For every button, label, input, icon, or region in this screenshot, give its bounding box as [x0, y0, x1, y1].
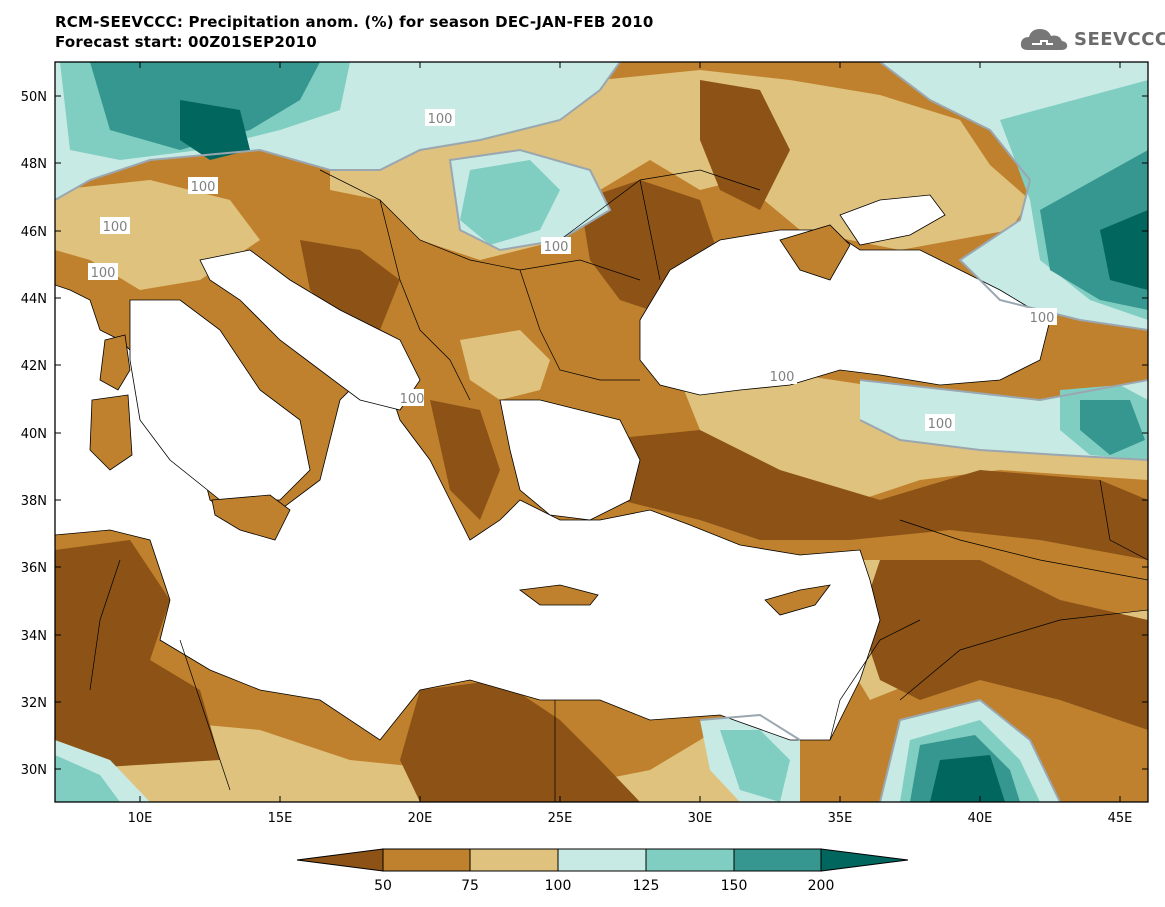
colorbar-125-150 — [645, 848, 735, 872]
colorbar-label: 200 — [808, 878, 835, 894]
colorbar-150-200 — [733, 848, 822, 872]
country-borders — [89, 169, 1148, 802]
lat-label: 50N — [21, 90, 47, 105]
latitude-ticks — [55, 95, 1148, 770]
lat-label: 36N — [21, 561, 47, 576]
title-line-2: Forecast start: 00Z01SEP2010 — [55, 33, 317, 51]
colorbar-label: 150 — [721, 878, 748, 894]
lon-label: 10E — [128, 811, 153, 826]
sea-tyrrhenian — [129, 299, 311, 501]
contour-label: 100 — [191, 180, 216, 195]
island-corsica — [99, 334, 131, 391]
band-125-150-egypt — [720, 730, 790, 802]
band-75-100-nafrica — [55, 690, 740, 802]
map-frame — [54, 61, 1149, 803]
band-lt50-libya — [400, 680, 640, 802]
seevccc-logo: SEEVCCC — [1018, 24, 1165, 54]
title-line-1: RCM-SEEVCCC: Precipitation anom. (%) for… — [55, 13, 654, 31]
crimea — [779, 224, 851, 281]
contour-label: 100 — [103, 220, 128, 235]
band-125-150-carpathians — [460, 160, 560, 245]
island-sicily — [211, 494, 291, 541]
longitude-axis: 10E 15E 20E 25E 30E 35E 40E 45E — [128, 811, 1133, 826]
lat-label: 46N — [21, 225, 47, 240]
band-150-200-caucasus — [1080, 400, 1145, 455]
lat-label: 48N — [21, 157, 47, 172]
logo-text: SEEVCCC — [1074, 28, 1165, 50]
contour-label: 100 — [928, 417, 953, 432]
band-lt50-arabia — [860, 560, 1148, 730]
lat-label: 30N — [21, 763, 47, 778]
lat-label: 38N — [21, 494, 47, 509]
contour-label: 100 — [400, 392, 425, 407]
colorbar-gt200 — [820, 848, 909, 872]
precipitation-map — [55, 62, 1148, 802]
lon-label: 30E — [688, 811, 713, 826]
colorbar-50-75 — [382, 848, 471, 872]
contour-label: 100 — [1030, 311, 1055, 326]
lat-label: 40N — [21, 427, 47, 442]
lon-label: 40E — [968, 811, 993, 826]
band-lt50-balkans — [300, 240, 400, 330]
contour-label: 100 — [91, 266, 116, 281]
band-125-150-libya-w — [55, 755, 120, 802]
band-lt50-greece — [430, 400, 500, 520]
lon-label: 45E — [1108, 811, 1133, 826]
contour-label: 100 — [428, 112, 453, 127]
colorbar-100-125 — [557, 848, 647, 872]
lat-label: 44N — [21, 292, 47, 307]
band-gt200-arabia — [930, 755, 1005, 802]
cloud-icon — [1020, 29, 1068, 50]
sea-adriatic — [199, 249, 421, 411]
lat-label: 34N — [21, 629, 47, 644]
lon-label: 15E — [268, 811, 293, 826]
longitude-ticks — [139, 62, 1121, 802]
colorbar-labels: 50 75 100 125 150 200 — [374, 878, 834, 894]
lon-label: 25E — [548, 811, 573, 826]
island-cyprus — [764, 584, 831, 616]
colorbar-lt50 — [296, 848, 384, 872]
colorbar-label: 100 — [545, 878, 572, 894]
colorbar-label: 75 — [461, 878, 479, 894]
sea-azov — [839, 194, 946, 246]
colorbar-75-100 — [469, 848, 559, 872]
lon-label: 35E — [828, 811, 853, 826]
latitude-axis: 50N 48N 46N 44N 42N 40N 38N 36N 34N 32N … — [21, 90, 47, 778]
chart-title: RCM-SEEVCCC: Precipitation anom. (%) for… — [55, 12, 654, 52]
lat-label: 42N — [21, 359, 47, 374]
island-sardinia — [89, 394, 133, 471]
island-crete — [518, 584, 599, 606]
contour-labels: 100 100 100 100 100 100 100 100 100 — [88, 109, 1057, 432]
band-gt200-east — [1100, 210, 1148, 290]
contour-label: 100 — [770, 370, 795, 385]
band-lt50-turkey — [600, 430, 1148, 560]
lat-label: 32N — [21, 696, 47, 711]
sea-aegean — [499, 399, 641, 521]
lon-label: 20E — [408, 811, 433, 826]
colorbar-label: 125 — [633, 878, 660, 894]
colorbar — [296, 848, 909, 872]
band-lt50-nafrica — [55, 540, 220, 770]
contour-label: 100 — [544, 240, 569, 255]
band-75-100-balkans — [460, 330, 550, 400]
band-gt200-alps — [180, 100, 250, 160]
sea-black — [639, 229, 1051, 396]
colorbar-label: 50 — [374, 878, 392, 894]
